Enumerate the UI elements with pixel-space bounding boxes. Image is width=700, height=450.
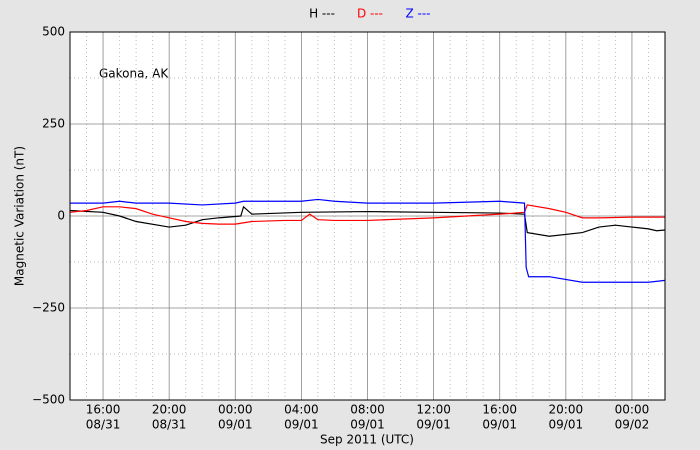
y-tick-label: −500	[32, 393, 65, 407]
x-tick-label: 16:00	[86, 403, 121, 417]
x-tick-label: 08:00	[350, 403, 385, 417]
y-tick-label: 250	[42, 117, 65, 131]
legend-entry: D ---	[357, 7, 383, 21]
series-line	[69, 204, 665, 225]
x-tick-label: 09/01	[218, 418, 253, 432]
x-tick-label: 08/31	[86, 418, 121, 432]
x-tick-label: 12:00	[416, 403, 451, 417]
x-tick-label: 04:00	[284, 403, 319, 417]
series-line	[70, 198, 666, 283]
x-tick-label: 09/01	[549, 418, 584, 432]
x-tick-label: 09/01	[284, 418, 319, 432]
x-axis-label: Sep 2011 (UTC)	[320, 433, 414, 447]
x-tick-label: 09/01	[482, 418, 517, 432]
y-axis-label: Magnetic Variation (nT)	[13, 146, 27, 286]
annotation: Gakona, AK	[99, 67, 169, 81]
legend-entry: H ---	[309, 7, 335, 21]
y-tick-label: −250	[32, 301, 65, 315]
x-tick-label: 20:00	[152, 403, 187, 417]
series-line	[69, 205, 666, 237]
x-tick-label: 00:00	[615, 403, 650, 417]
x-tick-label: 20:00	[549, 403, 584, 417]
x-tick-label: 16:00	[482, 403, 517, 417]
x-tick-label: 09/02	[615, 418, 650, 432]
legend-entry: Z ---	[405, 7, 430, 21]
y-tick-label: 0	[57, 209, 65, 223]
x-tick-label: 08/31	[152, 418, 187, 432]
y-tick-label: 500	[42, 25, 65, 39]
x-tick-label: 00:00	[218, 403, 253, 417]
plot-frame	[69, 31, 666, 401]
x-tick-label: 09/01	[416, 418, 451, 432]
x-tick-label: 09/01	[350, 418, 385, 432]
